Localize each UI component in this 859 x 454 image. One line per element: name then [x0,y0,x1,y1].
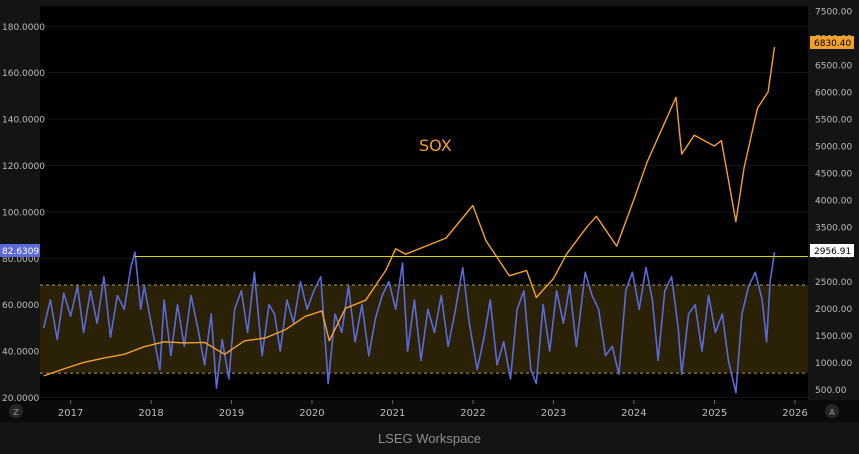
right-axis: 500.001000.001500.002000.002500.003000.0… [815,7,852,396]
right-tick-label: 1500.00 [815,332,852,342]
footer-brand: LSEG Workspace [377,431,482,446]
right-tick-label: 2000.00 [815,305,852,315]
left-tick-label: 60.0000 [2,301,39,311]
right-tick-label: 7500.00 [815,7,852,17]
level-line-value-tag: 2956.91 [810,244,854,257]
sox-value-tag: 6830.40 [810,36,854,49]
x-tick-label: 2021 [380,408,405,419]
left-tick-label: 80.0000 [2,255,39,265]
x-tick-label: 2020 [299,408,324,419]
x-tick-label: 2024 [621,408,646,419]
oscillator-line[interactable] [42,251,776,394]
left-tick-label: 120.0000 [2,162,45,172]
left-tick-label: 20.0000 [2,394,39,404]
zoom-button-right-label: A [829,408,835,417]
level-line-value-label: 2956.91 [814,247,851,257]
x-axis: 2017 2018 2019 2020 2021 2022 2023 2024 2025 2026 [58,400,808,419]
sox-line[interactable] [43,46,776,377]
x-tick-label: 2018 [138,408,163,419]
series-layer [42,46,776,394]
sox-annotation: SOX [419,136,452,155]
zoom-button-left[interactable]: Z [9,404,23,418]
left-tick-label: 140.0000 [2,116,45,126]
right-tick-label: 4500.00 [815,170,852,180]
left-tick-label: 160.0000 [2,69,45,79]
left-tick-label: 180.0000 [2,23,45,33]
right-tick-label: 3500.00 [815,224,852,234]
right-tick-label: 1000.00 [815,359,852,369]
oscillator-band-fill [40,284,808,374]
oscillator-value-label: 82.6309 [2,247,39,257]
right-tick-label: 6000.00 [815,88,852,98]
right-tick-label: 5000.00 [815,143,852,153]
x-tick-label: 2023 [541,408,566,419]
zoom-button-left-label: Z [13,408,19,417]
right-tick-label: 5500.00 [815,115,852,125]
right-tick-label: 6500.00 [815,61,852,71]
oscillator-value-tag: 82.6309 [0,244,40,257]
x-axis-strip [0,400,859,422]
right-tick-label: 4000.00 [815,197,852,207]
left-axis: 20.0000 40.0000 60.0000 80.0000 100.0000 120.… [2,23,808,404]
sox-value-label: 6830.40 [814,39,851,49]
right-tick-label: 500.00 [815,386,847,396]
x-tick-label: 2026 [782,408,807,419]
x-tick-label: 2022 [460,408,485,419]
x-tick-label: 2025 [702,408,727,419]
x-tick-label: 2017 [58,408,83,419]
zoom-button-right[interactable]: A [825,404,839,418]
oscillator-band [40,284,808,374]
right-tick-label: 2500.00 [815,278,852,288]
left-tick-label: 100.0000 [2,208,45,218]
x-tick-label: 2019 [219,408,244,419]
left-tick-label: 40.0000 [2,348,39,358]
